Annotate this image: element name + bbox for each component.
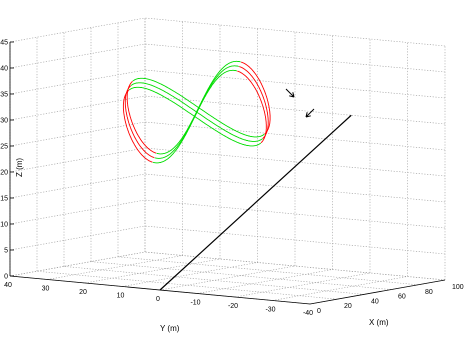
back-wall-grid-line: [9, 121, 146, 147]
z-axis-label: Z (m): [15, 158, 24, 177]
z-tick-label: 25: [0, 144, 8, 151]
back-wall-grid-line: [9, 69, 146, 95]
x-tick-label: 0: [317, 308, 321, 315]
y-tick-label: 40: [4, 282, 12, 289]
green-series-segment: [132, 77, 265, 138]
red-series-segment: [126, 81, 157, 154]
floor-grid-line: [47, 255, 183, 280]
back-wall-grid-line: [9, 225, 146, 251]
back-wall-grid-line: [9, 199, 146, 225]
floor-grid-line: [159, 265, 296, 291]
x-tick-label: 20: [344, 303, 352, 310]
floor-grid-line: [234, 272, 371, 298]
back-wall-grid-line: [9, 95, 146, 121]
y-tick-label: -10: [190, 300, 200, 307]
z-tick-label: 30: [0, 118, 8, 125]
z-tick-label: 10: [0, 222, 8, 229]
y-tick-label: 10: [117, 293, 125, 300]
floor-grid-line: [272, 276, 408, 301]
red-series-segment: [237, 70, 263, 105]
x-axis-line: [309, 279, 446, 305]
x-tick-label: 40: [371, 298, 379, 305]
red-series-segment: [238, 66, 265, 101]
floor-grid-line: [197, 269, 333, 294]
x-tick-label: 60: [398, 294, 406, 301]
axes-frame: [9, 41, 446, 305]
x-axis-label: X (m): [369, 318, 389, 327]
back-wall-grid-line: [9, 147, 146, 173]
y-tick-label: -40: [303, 310, 313, 317]
z-tick-label: 20: [0, 170, 8, 177]
back-wall-grid-line: [9, 251, 146, 277]
x-tick-label: 100: [452, 284, 464, 291]
y-tick-label: -20: [228, 303, 238, 310]
y-tick-label: -30: [265, 307, 275, 314]
floor-grid-line: [122, 262, 258, 287]
direction-arrow: [285, 88, 295, 98]
straight-line-series: [159, 114, 352, 291]
y-tick-label: 20: [79, 289, 87, 296]
floor-grid-line: [63, 266, 365, 295]
z-tick-label: 40: [0, 66, 8, 73]
y-axis-label: Y (m): [160, 324, 180, 333]
z-tick-label: 15: [0, 196, 8, 203]
z-tick-label: 45: [0, 40, 8, 47]
grid-lines: [9, 17, 446, 305]
z-tick-label: 35: [0, 92, 8, 99]
red-series-segment: [124, 85, 155, 159]
x-tick-label: 80: [425, 289, 433, 296]
direction-arrow: [305, 108, 315, 118]
back-wall-grid-line: [9, 173, 146, 199]
red-series-segment: [240, 61, 267, 96]
y-tick-label: 0: [156, 296, 160, 303]
back-wall-grid-line: [9, 17, 146, 43]
z-tick-label: 0: [4, 274, 8, 281]
red-series-segment: [260, 104, 267, 144]
data-series: [122, 60, 352, 291]
red-series-segment: [262, 99, 269, 139]
y-tick-label: 30: [42, 286, 50, 293]
back-wall-grid-line: [9, 43, 146, 69]
red-series-segment: [122, 89, 153, 163]
floor-grid-line: [84, 258, 221, 284]
red-series-segment: [264, 95, 271, 135]
z-tick-label: 5: [4, 248, 8, 255]
